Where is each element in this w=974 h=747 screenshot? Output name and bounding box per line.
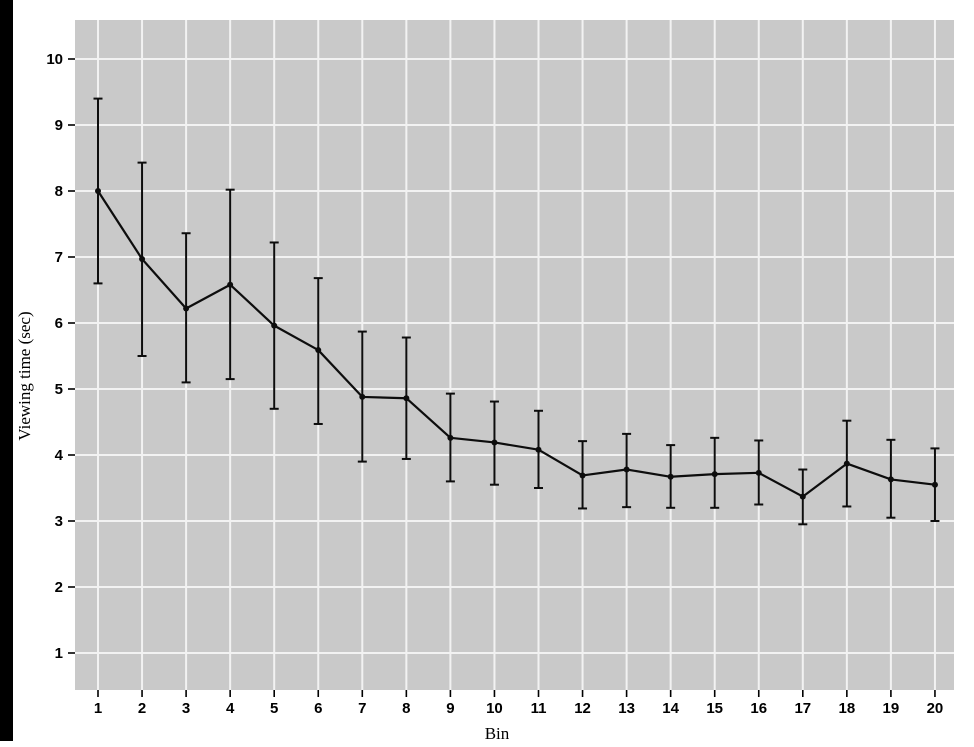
plot-panel	[75, 20, 954, 690]
x-tick-label: 3	[182, 700, 190, 717]
x-tick-label: 16	[750, 700, 767, 717]
y-axis-ticks	[68, 58, 75, 654]
x-tick-label: 5	[270, 700, 278, 717]
y-tick-label: 10	[46, 51, 63, 68]
data-points	[95, 188, 938, 500]
data-point	[403, 395, 410, 402]
data-point	[799, 493, 806, 500]
y-tick-label: 4	[55, 447, 64, 464]
data-point	[535, 446, 542, 453]
x-tick-label: 8	[402, 700, 410, 717]
data-point	[843, 460, 850, 467]
x-axis-ticks	[97, 690, 936, 697]
x-tick-label: 13	[618, 700, 635, 717]
x-tick-label: 10	[486, 700, 503, 717]
data-point	[447, 434, 454, 441]
data-point	[491, 439, 498, 446]
data-point	[139, 255, 146, 262]
x-tick-label: 14	[662, 700, 679, 717]
x-tick-label: 19	[883, 700, 900, 717]
series-line	[97, 190, 936, 498]
data-point	[623, 466, 630, 473]
y-tick-label: 1	[55, 645, 63, 662]
data-point	[315, 347, 322, 354]
x-tick-label: 6	[314, 700, 322, 717]
y-tick-labels: 1 2 3 4 5 6 7 8 9 10	[46, 51, 63, 662]
data-point	[579, 472, 586, 479]
data-point	[711, 471, 718, 478]
y-tick-label: 5	[55, 381, 63, 398]
x-tick-label: 11	[531, 700, 547, 717]
x-tick-label: 17	[794, 700, 811, 717]
data-point	[183, 305, 190, 312]
data-point	[931, 481, 938, 488]
data-point	[887, 476, 894, 483]
y-tick-label: 9	[55, 117, 63, 134]
y-tick-label: 2	[55, 579, 63, 596]
data-point	[359, 393, 366, 400]
data-point	[227, 281, 234, 288]
y-axis-label: Viewing time (sec)	[15, 311, 34, 440]
data-point	[755, 469, 762, 476]
x-axis-label: Bin	[485, 724, 510, 743]
x-tick-label: 15	[706, 700, 723, 717]
data-line	[97, 190, 936, 498]
x-tick-label: 4	[226, 700, 235, 717]
x-tick-label: 9	[446, 700, 454, 717]
y-tick-label: 3	[55, 513, 63, 530]
data-point	[271, 322, 278, 329]
gridlines	[75, 20, 954, 690]
x-tick-label: 12	[574, 700, 591, 717]
left-edge-bar	[0, 0, 13, 741]
x-tick-label: 7	[358, 700, 366, 717]
data-point	[667, 473, 674, 480]
data-point	[95, 188, 101, 194]
x-tick-label: 20	[927, 700, 944, 717]
x-tick-label: 18	[839, 700, 856, 717]
y-tick-label: 6	[55, 315, 63, 332]
x-tick-labels: 1 2 3 4 5 6 7 8 9 10 11 12 13 14 15 16 17 18 19 20	[94, 700, 943, 717]
y-tick-label: 8	[55, 183, 63, 200]
x-tick-label: 2	[138, 700, 146, 717]
y-tick-label: 7	[55, 249, 63, 266]
x-tick-label: 1	[94, 700, 102, 717]
